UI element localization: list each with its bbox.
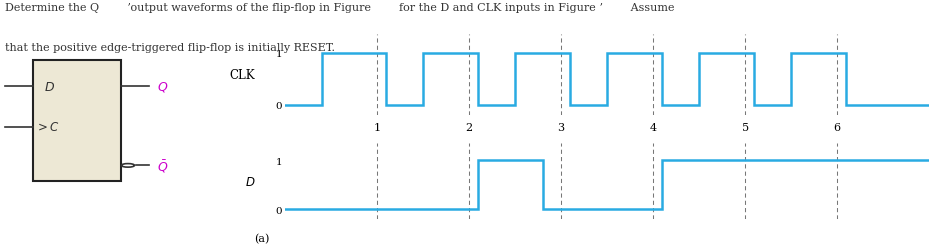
Text: $D$: $D$ bbox=[44, 81, 55, 93]
Text: $Q$: $Q$ bbox=[157, 80, 168, 94]
Text: Determine the Q        ʼoutput waveforms of the flip-flop in Figure        for t: Determine the Q ʼoutput waveforms of the… bbox=[5, 3, 674, 13]
Bar bbox=[33, 60, 121, 181]
Text: that the positive edge-triggered flip-flop is initially RESET.: that the positive edge-triggered flip-fl… bbox=[5, 43, 334, 53]
Text: $\bar{Q}$: $\bar{Q}$ bbox=[157, 158, 168, 174]
Text: $>C$: $>C$ bbox=[35, 120, 60, 134]
Text: (a): (a) bbox=[255, 233, 270, 243]
Y-axis label: CLK: CLK bbox=[230, 69, 255, 82]
Y-axis label: $D$: $D$ bbox=[246, 175, 256, 188]
